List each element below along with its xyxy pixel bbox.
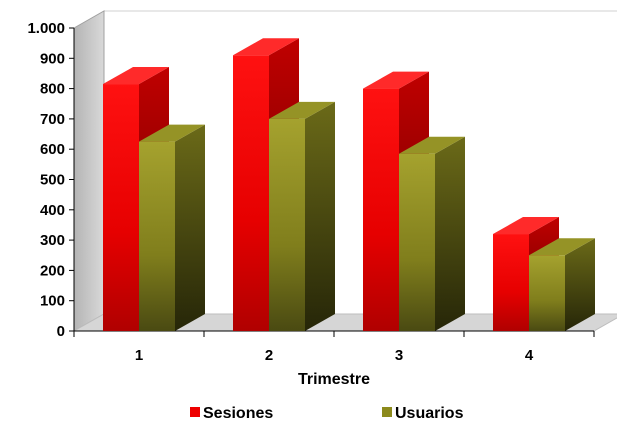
legend-item-sesiones: Sesiones <box>190 405 273 422</box>
bar-front-face <box>363 88 399 331</box>
legend-label: Sesiones <box>203 405 273 422</box>
bar-top-face <box>399 136 465 154</box>
legend-swatch <box>190 407 200 417</box>
bar-usuarios-2 <box>269 101 335 332</box>
bar-front-face <box>269 118 305 332</box>
y-tick-label: 0 <box>57 323 65 340</box>
legend-item-usuarios: Usuarios <box>382 405 464 422</box>
x-tick-label: 1 <box>135 347 143 364</box>
y-tick-label: 900 <box>40 50 65 67</box>
legend-label: Usuarios <box>395 405 464 422</box>
x-tick-label: 2 <box>265 347 273 364</box>
y-tick-label: 500 <box>40 172 65 189</box>
chart-side-wall <box>73 10 105 332</box>
x-axis-title: Trimestre <box>298 371 370 388</box>
bar-front-face <box>399 153 435 331</box>
y-tick-label: 700 <box>40 111 65 128</box>
y-tick-label: 200 <box>40 262 65 279</box>
bar-top-face <box>493 217 559 235</box>
bar-top-face <box>233 38 299 56</box>
bar-front-face <box>103 84 139 332</box>
bar-top-face <box>269 101 335 119</box>
bar-side-face <box>305 101 335 332</box>
bar-side-face <box>435 136 465 331</box>
bar-side-face <box>175 124 205 331</box>
bar-front-face <box>529 255 565 331</box>
bar-usuarios-3 <box>399 136 465 331</box>
y-tick-label: 100 <box>40 293 65 310</box>
bar-usuarios-4 <box>529 238 595 331</box>
x-tick-label: 4 <box>525 347 534 364</box>
bar-side-face <box>565 238 595 331</box>
y-tick-label: 400 <box>40 202 65 219</box>
bar-front-face <box>493 234 529 331</box>
bar-usuarios-1 <box>139 124 205 331</box>
bar-top-face <box>529 238 595 256</box>
legend-swatch <box>382 407 392 417</box>
y-tick-label: 600 <box>40 141 65 158</box>
bar-top-face <box>363 71 429 89</box>
y-tick-label: 300 <box>40 232 65 249</box>
x-tick-label: 3 <box>395 347 403 364</box>
y-tick-label: 800 <box>40 81 65 98</box>
bar-front-face <box>233 55 269 332</box>
bar-front-face <box>139 141 175 331</box>
bar-top-face <box>139 124 205 142</box>
bar-top-face <box>103 67 169 85</box>
y-tick-label: 1.000 <box>27 20 65 37</box>
